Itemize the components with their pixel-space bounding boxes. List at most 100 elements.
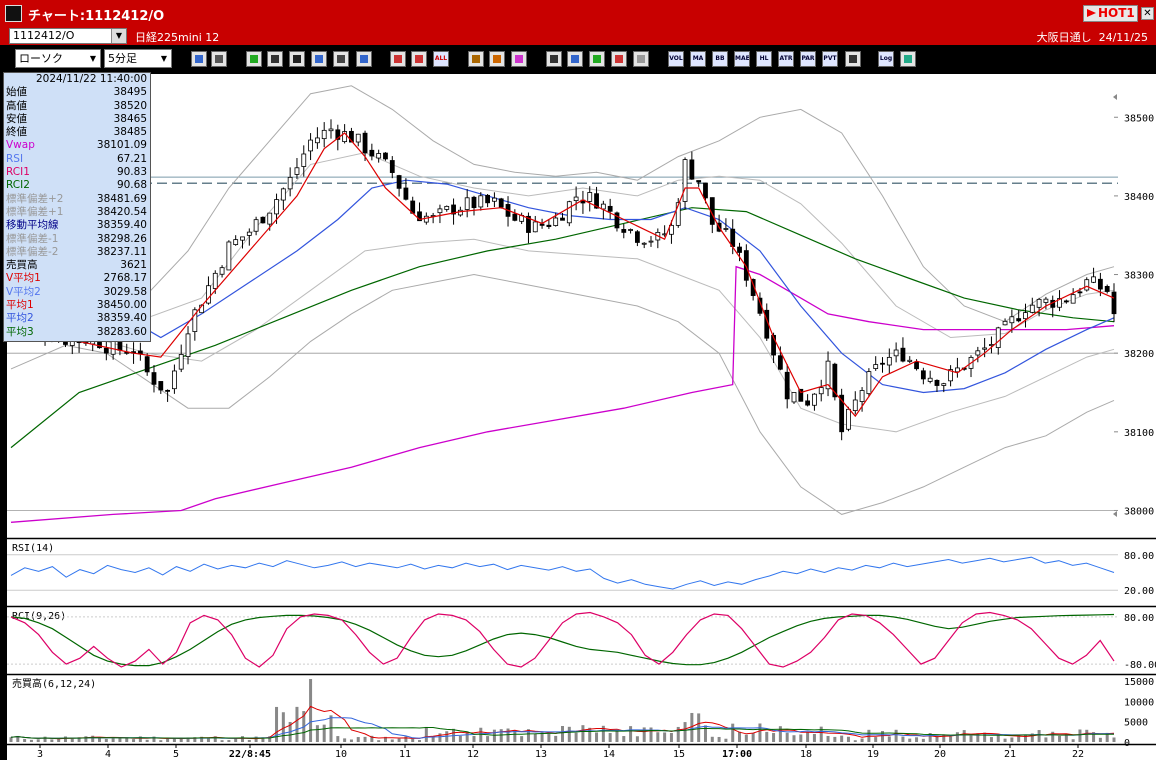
chart-area[interactable]: 38500 38400 38300 38200 38100 38000 RSI(14) 80.… — [0, 72, 1156, 760]
candle-down — [417, 211, 422, 222]
rsi-label: RSI(14) — [12, 543, 54, 554]
candle-up — [212, 272, 218, 289]
info-datetime: 2024/11/22 11:40:00 — [35, 73, 147, 85]
info-row: 安値 38465 — [4, 113, 150, 126]
toolbar-par-button[interactable]: PAR — [800, 51, 816, 67]
volume-bar — [921, 738, 925, 742]
settings-icon[interactable] — [468, 51, 484, 67]
time-tick-label: 11 — [399, 749, 411, 760]
volume-bar — [799, 734, 803, 742]
info-value: 38485 — [113, 126, 147, 139]
chart-icon[interactable] — [589, 51, 605, 67]
volume-bar — [547, 734, 551, 742]
volume-bar — [949, 736, 953, 742]
candle-down — [526, 215, 531, 233]
chevron-down-icon[interactable]: ▼ — [111, 29, 126, 43]
hot-label: HOT1 — [1098, 6, 1135, 20]
export-icon[interactable] — [900, 51, 916, 67]
volume-bar — [758, 723, 762, 742]
zoom-icon[interactable] — [567, 51, 583, 67]
volume-bar — [125, 737, 129, 742]
rsi-pane-axis — [1118, 539, 1156, 606]
volume-bar — [377, 740, 381, 742]
close-button[interactable]: ✕ — [1141, 7, 1154, 20]
volume-bar — [309, 679, 313, 742]
volume-bar — [635, 736, 639, 742]
volume-bar — [996, 735, 1000, 742]
toolbar-bb-button[interactable]: BB — [712, 51, 728, 67]
volume-bar — [778, 726, 782, 742]
candle-up — [600, 203, 606, 210]
volume-bar — [57, 738, 61, 742]
volume-bar — [540, 732, 544, 742]
candle-down — [539, 223, 545, 226]
split-icon[interactable] — [390, 51, 406, 67]
candle-up — [825, 360, 831, 390]
candle-up — [995, 327, 1001, 349]
blank-icon[interactable] — [633, 51, 649, 67]
info-value: 38495 — [113, 86, 147, 99]
toolbar-vol-button[interactable]: VOL — [668, 51, 684, 67]
symbol-code-combo[interactable]: 1112412/O ▼ — [9, 28, 127, 44]
search-icon[interactable] — [191, 51, 207, 67]
time-tick-label: 18 — [800, 749, 812, 760]
toolbar-log-button[interactable]: Log — [878, 51, 894, 67]
hot-button[interactable]: HOT1 — [1083, 5, 1138, 22]
chart-type-select[interactable]: ローソク ▼ — [15, 49, 101, 68]
candle-up — [110, 340, 116, 355]
toolbar-hl-button[interactable]: HL — [756, 51, 772, 67]
volume-bar — [703, 725, 707, 742]
tools-icon[interactable] — [489, 51, 505, 67]
interval-select[interactable]: 5分足 ▼ — [104, 49, 172, 68]
cursor-icon[interactable] — [289, 51, 305, 67]
volume-bar — [111, 738, 115, 742]
volume-bar — [186, 737, 190, 742]
volume-bar — [812, 733, 816, 742]
print-icon[interactable] — [546, 51, 562, 67]
volume-bar — [846, 736, 850, 742]
volume-bar — [581, 725, 585, 742]
toolbar-pvt-button[interactable]: PVT — [822, 51, 838, 67]
volume-bar — [772, 733, 776, 742]
refresh-icon[interactable] — [311, 51, 327, 67]
palette-icon[interactable] — [511, 51, 527, 67]
rsi-line — [10, 556, 1115, 590]
chevron-down-icon[interactable]: ▼ — [157, 50, 171, 67]
toolbar-mae-button[interactable]: MAE — [734, 51, 750, 67]
chevron-down-icon[interactable]: ▼ — [86, 50, 100, 67]
box-icon[interactable] — [845, 51, 861, 67]
candle-down — [900, 347, 906, 362]
price-pane — [7, 74, 1118, 538]
price-tick-label: 38500 — [1124, 113, 1154, 124]
volume-bar — [955, 732, 959, 742]
toolbar-atr-button[interactable]: ATR — [778, 51, 794, 67]
crosshair-icon[interactable] — [211, 51, 227, 67]
draw-icon[interactable] — [267, 51, 283, 67]
candle-up — [553, 217, 559, 226]
document-icon[interactable] — [333, 51, 349, 67]
chart-type-value: ローソク — [19, 52, 63, 65]
volume-bar — [1112, 737, 1116, 742]
volume-bar — [404, 736, 408, 742]
delete-icon-glyph — [615, 55, 623, 63]
volume-bar — [751, 732, 755, 742]
split2-icon[interactable] — [411, 51, 427, 67]
toolbar-all-button[interactable]: ALL — [433, 51, 449, 67]
candle-up — [1043, 298, 1049, 303]
volume-bar — [268, 736, 272, 742]
app-chart-icon — [5, 5, 22, 22]
volume-bar — [840, 735, 844, 742]
toolbar-ma-button[interactable]: MA — [690, 51, 706, 67]
volume-bar — [295, 706, 299, 742]
rci2-line — [10, 613, 1115, 667]
draw-line-icon[interactable] — [246, 51, 262, 67]
trash-icon[interactable] — [356, 51, 372, 67]
candle-down — [103, 347, 109, 354]
tools-icon-glyph — [493, 55, 501, 63]
chart-icon-glyph — [593, 55, 601, 63]
time-tick-label: 17:00 — [722, 749, 752, 760]
volume-bar — [383, 736, 387, 742]
candle-up — [1036, 298, 1042, 308]
candle-up — [1057, 298, 1062, 308]
delete-icon[interactable] — [611, 51, 627, 67]
